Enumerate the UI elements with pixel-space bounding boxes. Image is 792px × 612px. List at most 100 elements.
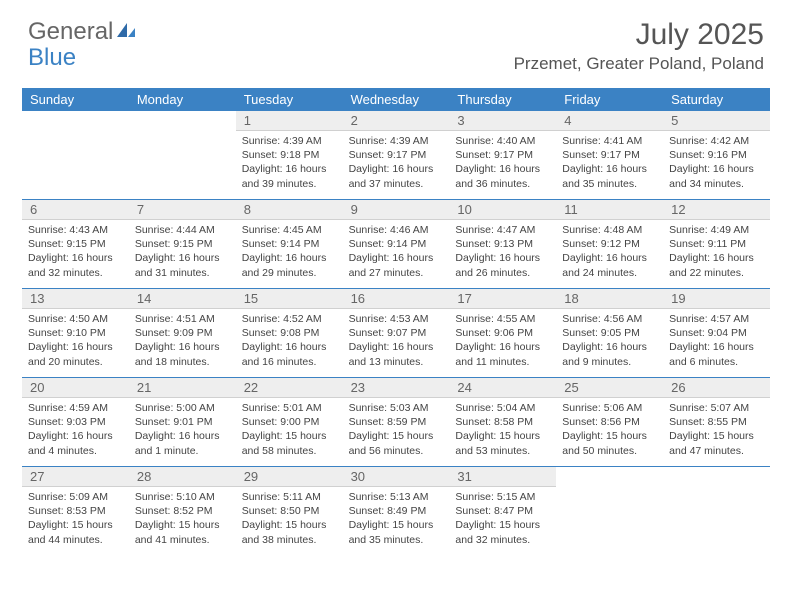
day-number: 8 — [236, 200, 343, 220]
week-row: 27Sunrise: 5:09 AMSunset: 8:53 PMDayligh… — [22, 467, 770, 553]
day-cell: 29Sunrise: 5:11 AMSunset: 8:50 PMDayligh… — [236, 467, 343, 553]
day-cell — [129, 111, 236, 197]
location-text: Przemet, Greater Poland, Poland — [514, 54, 764, 74]
day-cell: 20Sunrise: 4:59 AMSunset: 9:03 PMDayligh… — [22, 378, 129, 464]
day-cell: 31Sunrise: 5:15 AMSunset: 8:47 PMDayligh… — [449, 467, 556, 553]
day-number: 7 — [129, 200, 236, 220]
weeks-container: 1Sunrise: 4:39 AMSunset: 9:18 PMDaylight… — [22, 111, 770, 553]
day-body: Sunrise: 5:09 AMSunset: 8:53 PMDaylight:… — [22, 487, 129, 553]
day-number: 13 — [22, 289, 129, 309]
day-number: 9 — [343, 200, 450, 220]
day-cell: 7Sunrise: 4:44 AMSunset: 9:15 PMDaylight… — [129, 200, 236, 286]
day-number: 5 — [663, 111, 770, 131]
day-number: 3 — [449, 111, 556, 131]
day-body: Sunrise: 4:46 AMSunset: 9:14 PMDaylight:… — [343, 220, 450, 286]
day-body: Sunrise: 4:51 AMSunset: 9:09 PMDaylight:… — [129, 309, 236, 375]
day-cell: 8Sunrise: 4:45 AMSunset: 9:14 PMDaylight… — [236, 200, 343, 286]
day-body: Sunrise: 4:56 AMSunset: 9:05 PMDaylight:… — [556, 309, 663, 375]
day-number: 17 — [449, 289, 556, 309]
day-cell: 3Sunrise: 4:40 AMSunset: 9:17 PMDaylight… — [449, 111, 556, 197]
day-body: Sunrise: 4:50 AMSunset: 9:10 PMDaylight:… — [22, 309, 129, 375]
week-row: 6Sunrise: 4:43 AMSunset: 9:15 PMDaylight… — [22, 200, 770, 286]
day-body: Sunrise: 5:13 AMSunset: 8:49 PMDaylight:… — [343, 487, 450, 553]
day-headers-row: SundayMondayTuesdayWednesdayThursdayFrid… — [22, 88, 770, 111]
day-number: 27 — [22, 467, 129, 487]
logo-sail-icon — [115, 18, 137, 46]
day-cell: 5Sunrise: 4:42 AMSunset: 9:16 PMDaylight… — [663, 111, 770, 197]
day-body: Sunrise: 4:43 AMSunset: 9:15 PMDaylight:… — [22, 220, 129, 286]
week-row: 20Sunrise: 4:59 AMSunset: 9:03 PMDayligh… — [22, 378, 770, 464]
day-cell: 25Sunrise: 5:06 AMSunset: 8:56 PMDayligh… — [556, 378, 663, 464]
day-number: 29 — [236, 467, 343, 487]
day-cell: 2Sunrise: 4:39 AMSunset: 9:17 PMDaylight… — [343, 111, 450, 197]
day-cell: 4Sunrise: 4:41 AMSunset: 9:17 PMDaylight… — [556, 111, 663, 197]
day-cell: 11Sunrise: 4:48 AMSunset: 9:12 PMDayligh… — [556, 200, 663, 286]
day-cell: 6Sunrise: 4:43 AMSunset: 9:15 PMDaylight… — [22, 200, 129, 286]
day-number: 28 — [129, 467, 236, 487]
day-cell: 1Sunrise: 4:39 AMSunset: 9:18 PMDaylight… — [236, 111, 343, 197]
day-body: Sunrise: 5:03 AMSunset: 8:59 PMDaylight:… — [343, 398, 450, 464]
day-cell: 17Sunrise: 4:55 AMSunset: 9:06 PMDayligh… — [449, 289, 556, 375]
day-body: Sunrise: 4:48 AMSunset: 9:12 PMDaylight:… — [556, 220, 663, 286]
day-number: 12 — [663, 200, 770, 220]
logo-text-1: General — [28, 18, 113, 46]
day-number: 14 — [129, 289, 236, 309]
day-cell: 14Sunrise: 4:51 AMSunset: 9:09 PMDayligh… — [129, 289, 236, 375]
day-body: Sunrise: 5:00 AMSunset: 9:01 PMDaylight:… — [129, 398, 236, 464]
day-cell: 16Sunrise: 4:53 AMSunset: 9:07 PMDayligh… — [343, 289, 450, 375]
day-cell: 10Sunrise: 4:47 AMSunset: 9:13 PMDayligh… — [449, 200, 556, 286]
day-body: Sunrise: 4:39 AMSunset: 9:17 PMDaylight:… — [343, 131, 450, 197]
day-body: Sunrise: 5:07 AMSunset: 8:55 PMDaylight:… — [663, 398, 770, 464]
day-cell: 9Sunrise: 4:46 AMSunset: 9:14 PMDaylight… — [343, 200, 450, 286]
day-body: Sunrise: 4:47 AMSunset: 9:13 PMDaylight:… — [449, 220, 556, 286]
day-number: 20 — [22, 378, 129, 398]
title-block: July 2025 Przemet, Greater Poland, Polan… — [514, 18, 764, 74]
day-body: Sunrise: 5:06 AMSunset: 8:56 PMDaylight:… — [556, 398, 663, 464]
day-cell: 26Sunrise: 5:07 AMSunset: 8:55 PMDayligh… — [663, 378, 770, 464]
day-number: 10 — [449, 200, 556, 220]
day-cell: 12Sunrise: 4:49 AMSunset: 9:11 PMDayligh… — [663, 200, 770, 286]
day-cell: 22Sunrise: 5:01 AMSunset: 9:00 PMDayligh… — [236, 378, 343, 464]
day-number: 22 — [236, 378, 343, 398]
day-number: 2 — [343, 111, 450, 131]
day-header: Wednesday — [343, 88, 450, 111]
day-cell: 18Sunrise: 4:56 AMSunset: 9:05 PMDayligh… — [556, 289, 663, 375]
day-number: 21 — [129, 378, 236, 398]
day-number: 25 — [556, 378, 663, 398]
day-number: 1 — [236, 111, 343, 131]
day-body: Sunrise: 4:44 AMSunset: 9:15 PMDaylight:… — [129, 220, 236, 286]
day-number: 23 — [343, 378, 450, 398]
day-cell: 19Sunrise: 4:57 AMSunset: 9:04 PMDayligh… — [663, 289, 770, 375]
day-header: Monday — [129, 88, 236, 111]
day-cell: 27Sunrise: 5:09 AMSunset: 8:53 PMDayligh… — [22, 467, 129, 553]
day-body: Sunrise: 4:40 AMSunset: 9:17 PMDaylight:… — [449, 131, 556, 197]
day-header: Tuesday — [236, 88, 343, 111]
day-number: 24 — [449, 378, 556, 398]
day-number: 4 — [556, 111, 663, 131]
day-number: 31 — [449, 467, 556, 487]
logo-text-2: Blue — [28, 44, 76, 71]
day-cell: 30Sunrise: 5:13 AMSunset: 8:49 PMDayligh… — [343, 467, 450, 553]
week-row: 1Sunrise: 4:39 AMSunset: 9:18 PMDaylight… — [22, 111, 770, 197]
day-number: 6 — [22, 200, 129, 220]
header: General July 2025 Przemet, Greater Polan… — [0, 0, 792, 82]
day-header: Sunday — [22, 88, 129, 111]
day-cell: 21Sunrise: 5:00 AMSunset: 9:01 PMDayligh… — [129, 378, 236, 464]
day-number: 26 — [663, 378, 770, 398]
day-body: Sunrise: 4:45 AMSunset: 9:14 PMDaylight:… — [236, 220, 343, 286]
day-cell: 15Sunrise: 4:52 AMSunset: 9:08 PMDayligh… — [236, 289, 343, 375]
day-body: Sunrise: 4:49 AMSunset: 9:11 PMDaylight:… — [663, 220, 770, 286]
calendar: SundayMondayTuesdayWednesdayThursdayFrid… — [22, 88, 770, 553]
day-body: Sunrise: 4:57 AMSunset: 9:04 PMDaylight:… — [663, 309, 770, 375]
day-header: Friday — [556, 88, 663, 111]
day-header: Thursday — [449, 88, 556, 111]
day-body: Sunrise: 4:55 AMSunset: 9:06 PMDaylight:… — [449, 309, 556, 375]
week-row: 13Sunrise: 4:50 AMSunset: 9:10 PMDayligh… — [22, 289, 770, 375]
day-cell: 24Sunrise: 5:04 AMSunset: 8:58 PMDayligh… — [449, 378, 556, 464]
day-number: 30 — [343, 467, 450, 487]
month-title: July 2025 — [514, 18, 764, 52]
day-body: Sunrise: 5:15 AMSunset: 8:47 PMDaylight:… — [449, 487, 556, 553]
day-body: Sunrise: 4:52 AMSunset: 9:08 PMDaylight:… — [236, 309, 343, 375]
day-body: Sunrise: 5:10 AMSunset: 8:52 PMDaylight:… — [129, 487, 236, 553]
day-body: Sunrise: 4:39 AMSunset: 9:18 PMDaylight:… — [236, 131, 343, 197]
